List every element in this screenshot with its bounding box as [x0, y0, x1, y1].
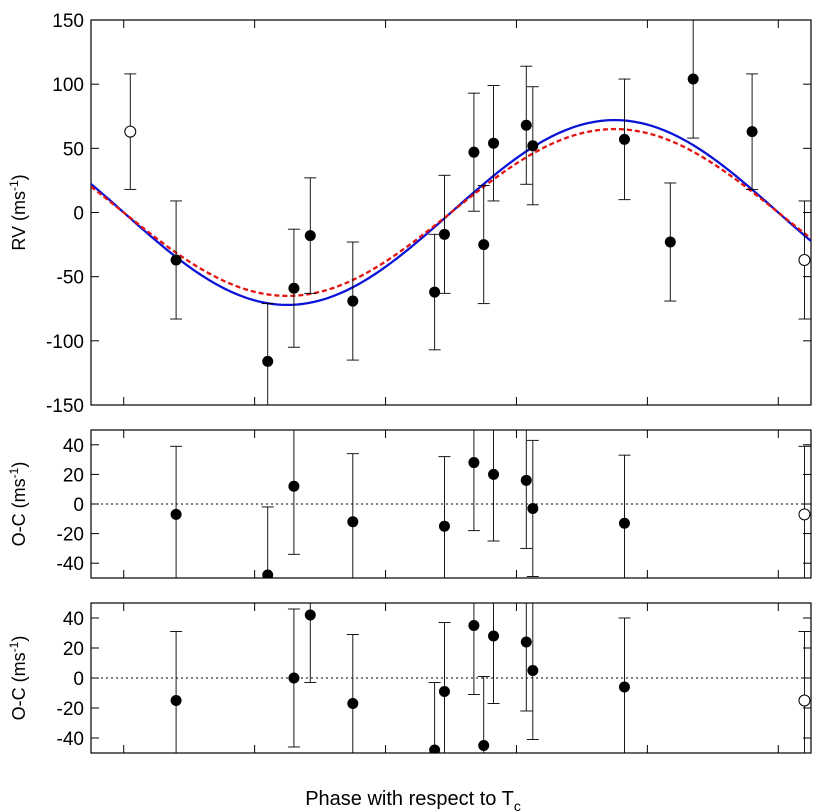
- data-point: [347, 516, 359, 528]
- data-point: [618, 133, 630, 145]
- data-point: [429, 286, 441, 298]
- y-tick-label: 150: [52, 11, 84, 32]
- y-axis-title: O-C (ms-1): [7, 636, 29, 721]
- y-axis-title: RV (ms-1): [7, 174, 29, 250]
- y-tick-label: 20: [63, 639, 84, 660]
- data-point: [438, 686, 450, 697]
- data-point-open: [798, 508, 811, 521]
- data-point: [488, 137, 500, 149]
- y-tick-label: 0: [73, 204, 84, 225]
- y-axis-title: O-C (ms-1): [7, 462, 29, 547]
- data-point: [288, 282, 300, 294]
- data-point: [438, 520, 450, 532]
- y-tick-label: 0: [73, 669, 84, 690]
- data-point: [468, 620, 480, 631]
- data-point: [527, 665, 539, 676]
- data-point: [304, 609, 316, 621]
- y-tick-label: 0: [73, 495, 84, 516]
- data-point-open: [124, 125, 137, 138]
- plot-area: [91, 430, 811, 578]
- rv-panel: -150 -100 -50 0 50 100 150 RV (ms-1): [7, 11, 812, 417]
- y-tick-label: -100: [46, 332, 84, 353]
- data-point: [746, 126, 758, 138]
- model-curve-dashed: [91, 127, 811, 298]
- data-point: [347, 295, 359, 307]
- data-point: [170, 254, 182, 266]
- data-point: [478, 239, 490, 251]
- residual-panel-2: -40 -20 0 20 40 O-C (ms-1): [7, 602, 812, 754]
- data-point: [304, 230, 316, 242]
- data-point: [520, 636, 532, 648]
- data-point: [687, 73, 699, 85]
- y-tick-label: 40: [63, 609, 84, 630]
- data-point: [520, 119, 532, 131]
- y-tick-label: -40: [57, 729, 84, 750]
- y-tick-label: -20: [57, 699, 84, 720]
- y-tick-label: 40: [63, 436, 84, 457]
- y-tick-label: -40: [57, 554, 84, 575]
- data-point: [488, 468, 500, 480]
- y-tick-label: 50: [63, 139, 84, 160]
- data-point: [468, 457, 480, 469]
- data-point: [618, 681, 630, 693]
- x-axis-title: Phase with respect to Tc: [305, 788, 521, 812]
- data-point: [170, 508, 182, 520]
- data-point: [170, 695, 182, 706]
- data-point: [527, 140, 539, 152]
- residual-panel-1: -40 -20 0 20 40 O-C (ms-1): [7, 429, 812, 579]
- y-tick-label: -20: [57, 525, 84, 546]
- data-point: [618, 517, 630, 529]
- y-tick-label: -50: [57, 268, 84, 289]
- data-point: [262, 355, 274, 367]
- data-point: [438, 228, 450, 240]
- data-point: [664, 236, 676, 248]
- data-point: [262, 569, 274, 578]
- data-point: [478, 740, 490, 751]
- y-tick-label: 20: [63, 465, 84, 486]
- data-point: [429, 744, 441, 753]
- data-point: [288, 672, 300, 684]
- data-point: [468, 146, 480, 158]
- data-point-open: [798, 694, 811, 707]
- data-point: [488, 630, 500, 642]
- data-point-open: [798, 253, 811, 266]
- y-tick-label: -150: [46, 396, 84, 417]
- data-point: [520, 474, 532, 486]
- data-point: [347, 698, 359, 709]
- data-point: [288, 480, 300, 492]
- y-tick-label: 100: [52, 75, 84, 96]
- plot-area: [91, 20, 811, 405]
- plot-area: [91, 603, 811, 753]
- data-point: [527, 502, 539, 514]
